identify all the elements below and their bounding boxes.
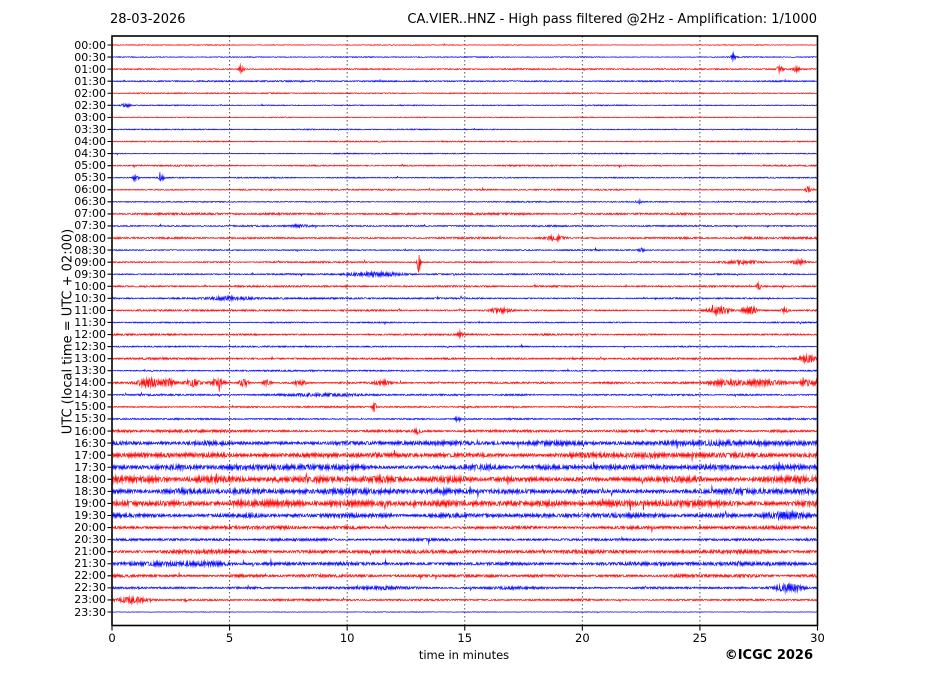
y-tick-label: 11:00 (74, 303, 106, 317)
y-tick-label: 13:00 (74, 352, 106, 366)
y-tick-label: 11:30 (74, 315, 106, 329)
y-tick-label: 21:30 (74, 557, 106, 571)
y-tick-label: 05:00 (74, 159, 106, 173)
y-tick-label: 04:00 (74, 135, 106, 148)
y-tick-label: 10:30 (74, 291, 106, 305)
y-tick-label: 06:30 (74, 195, 106, 209)
y-tick-label: 23:30 (74, 605, 106, 619)
y-tick-label: 02:00 (74, 86, 106, 100)
y-tick-label: 16:30 (74, 436, 106, 450)
x-tick-label: 15 (457, 631, 473, 645)
x-axis-label: time in minutes (418, 648, 510, 662)
y-tick-label: 09:00 (74, 255, 106, 269)
y-tick-label: 05:30 (74, 171, 106, 185)
y-tick-label: 16:00 (74, 424, 106, 438)
y-tick-label: 03:30 (74, 122, 106, 136)
y-tick-label: 22:30 (74, 581, 106, 595)
y-tick-label: 12:30 (74, 340, 106, 354)
y-tick-label: 01:00 (74, 62, 106, 76)
y-tick-label: 00:30 (74, 50, 106, 64)
y-tick-label: 02:30 (74, 98, 106, 112)
y-tick-label: 01:30 (74, 74, 106, 88)
y-tick-label: 17:00 (74, 448, 106, 462)
y-tick-label: 04:30 (74, 147, 106, 161)
x-tick-label: 0 (108, 631, 116, 645)
y-tick-label: 18:30 (74, 484, 106, 498)
y-tick-label: 12:00 (74, 328, 106, 342)
y-tick-label: 18:00 (74, 472, 106, 486)
y-tick-label: 20:30 (74, 533, 106, 547)
copyright-credit: ©ICGC 2026 (724, 648, 813, 663)
y-tick-label: 07:30 (74, 219, 106, 233)
y-tick-label: 14:30 (74, 388, 106, 402)
y-tick-label: 22:00 (74, 569, 106, 583)
y-tick-label: 06:00 (74, 183, 106, 197)
y-tick-label: 17:30 (74, 460, 106, 474)
y-tick-label: 19:00 (74, 496, 106, 510)
x-tick-label: 10 (339, 631, 355, 645)
x-tick-label: 20 (575, 631, 590, 645)
y-tick-label: 08:30 (74, 243, 106, 257)
x-tick-label: 30 (810, 631, 825, 645)
y-tick-label: 09:30 (74, 267, 106, 281)
y-tick-label: 13:30 (74, 364, 106, 378)
y-tick-label: 23:00 (74, 593, 106, 607)
y-tick-label: 08:00 (74, 231, 106, 245)
x-tick-label: 25 (692, 631, 708, 645)
y-tick-label: 21:00 (74, 545, 106, 559)
plot-title: CA.VIER..HNZ - High pass filtered @2Hz -… (407, 12, 817, 27)
y-tick-label: 15:00 (74, 400, 106, 414)
y-tick-label: 07:00 (74, 207, 106, 221)
x-tick-label: 5 (225, 631, 234, 645)
y-tick-label: 10:00 (74, 279, 106, 293)
y-tick-label: 20:00 (74, 521, 106, 535)
date-title: 28-03-2026 (110, 12, 186, 27)
y-tick-label: 14:00 (74, 376, 106, 390)
y-tick-label: 15:30 (74, 412, 106, 426)
y-tick-label: 00:00 (74, 38, 106, 52)
y-tick-label: 03:00 (74, 110, 106, 124)
y-tick-label: 19:30 (74, 508, 106, 522)
